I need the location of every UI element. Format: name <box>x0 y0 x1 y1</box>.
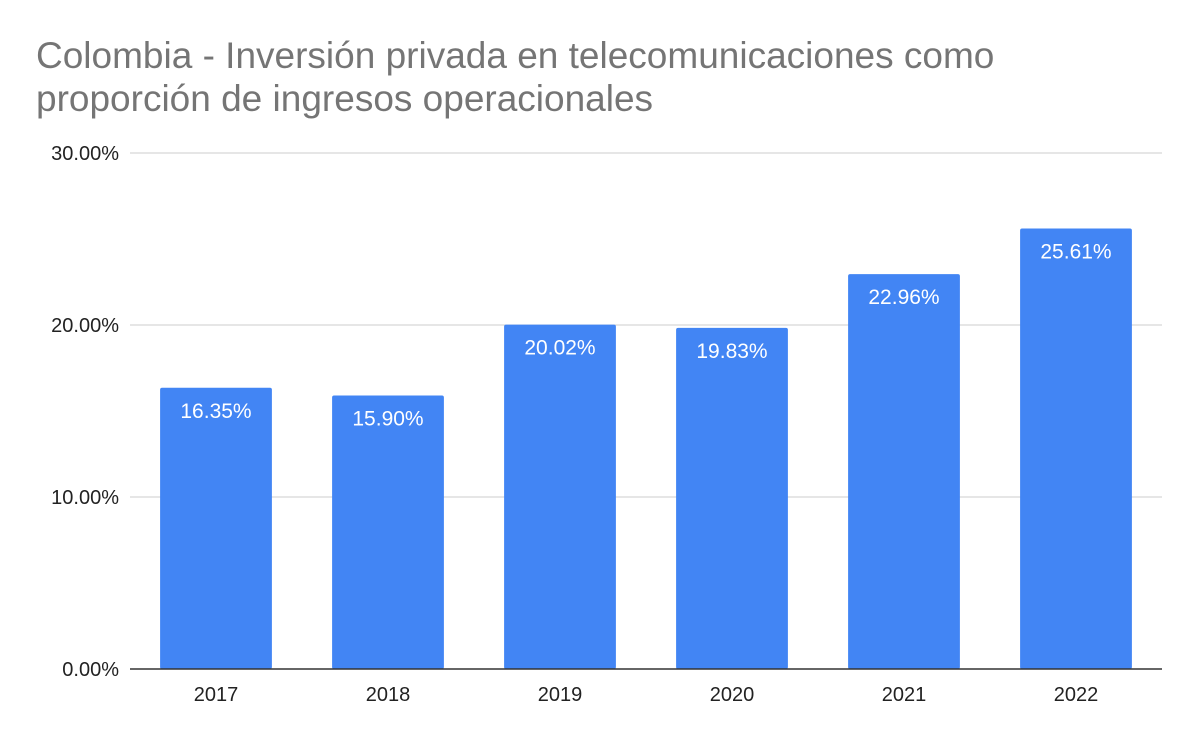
bar-value-labels: 16.35% 15.90% 20.02% 19.83% 22.96% 25.61% <box>180 241 1111 431</box>
bar-value-label: 15.90% <box>352 408 423 431</box>
x-tick-label: 2018 <box>366 684 411 706</box>
bar-value-label: 16.35% <box>180 400 251 423</box>
bar-2019 <box>504 324 616 669</box>
chart-title: Colombia - Inversión privada en telecomu… <box>36 35 995 119</box>
x-tick-label: 2021 <box>882 684 927 706</box>
x-tick-label: 2020 <box>710 684 755 706</box>
bar-2017 <box>160 387 272 669</box>
y-axis-tick-labels: 0.00% 10.00% 20.00% 30.00% <box>51 143 119 681</box>
x-tick-label: 2017 <box>194 684 239 706</box>
y-tick-label: 10.00% <box>51 487 119 509</box>
x-axis-tick-labels: 2017 2018 2019 2020 2021 2022 <box>194 684 1099 706</box>
bar-2021 <box>848 274 960 669</box>
bar-2018 <box>332 395 444 669</box>
y-tick-label: 20.00% <box>51 315 119 337</box>
bar-value-label: 20.02% <box>524 337 595 360</box>
x-tick-label: 2022 <box>1054 684 1099 706</box>
x-tick-label: 2019 <box>538 684 583 706</box>
y-tick-label: 30.00% <box>51 143 119 165</box>
bar-value-label: 19.83% <box>696 340 767 363</box>
bar-2020 <box>676 327 788 669</box>
bars <box>160 228 1132 669</box>
bar-2022 <box>1020 228 1132 669</box>
y-tick-label: 0.00% <box>62 659 119 681</box>
bar-value-label: 25.61% <box>1040 241 1111 264</box>
gridlines <box>130 152 1162 498</box>
bar-value-label: 22.96% <box>868 286 939 309</box>
